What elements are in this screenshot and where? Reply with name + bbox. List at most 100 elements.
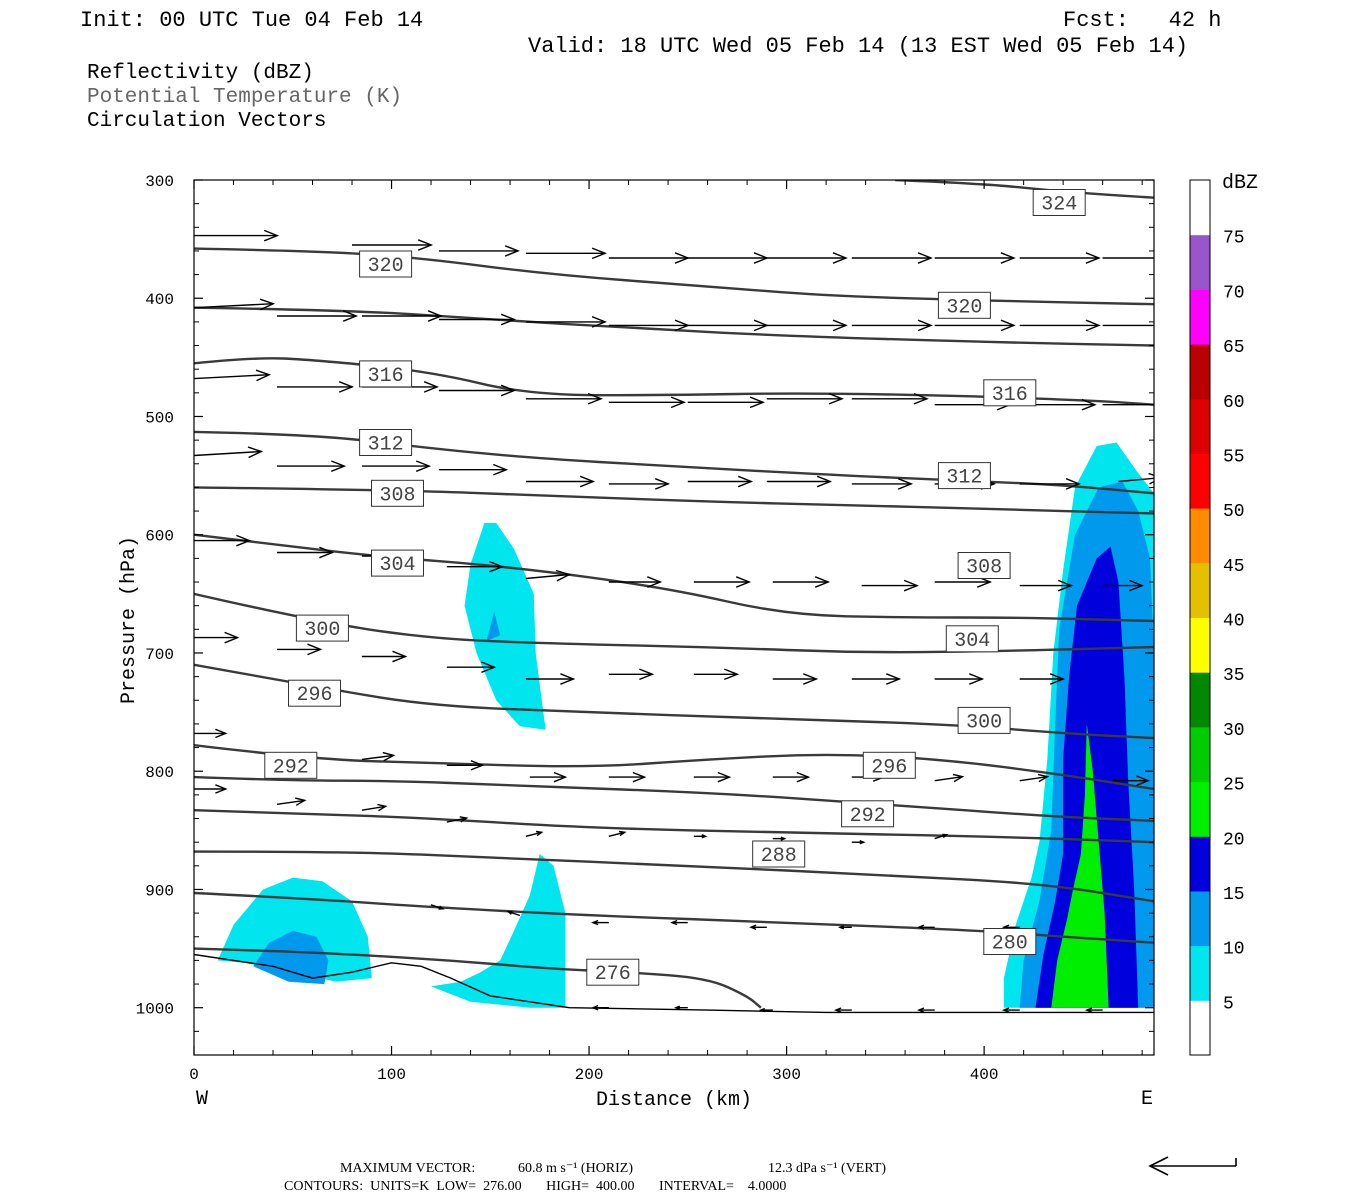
circulation-vector [361, 310, 443, 322]
colorbar-tick-label: 30 [1223, 721, 1245, 741]
colorbar-bin [1190, 344, 1210, 400]
circulation-vector [194, 298, 276, 311]
circulation-vector [837, 925, 852, 930]
colorbar: 5 10 15 20 25 30 35 40 45 50 55 60 65 70 75 [1189, 179, 1245, 1056]
circulation-vectors [194, 229, 1154, 1013]
y-axis-title: Pressure (hPa) [118, 536, 141, 704]
x-tick-label: 400 [970, 1066, 999, 1084]
forecast-hour: Fcst: 42 h [1063, 8, 1221, 33]
circulation-vector [361, 751, 396, 762]
terrain-line [194, 953, 1154, 1014]
circulation-vector [934, 833, 949, 840]
colorbar-tick-label: 40 [1223, 612, 1245, 632]
colorbar-bin [1190, 453, 1210, 509]
contour-label-text: 280 [992, 933, 1028, 956]
colorbar-bin [1190, 945, 1210, 1001]
circulation-vector [446, 760, 485, 771]
x-axis-title: Distance (km) [596, 1089, 752, 1112]
circulation-vector [438, 384, 517, 397]
contour-label: 292 [841, 800, 895, 828]
contour-label-text: 308 [966, 557, 1002, 580]
circulation-vector [438, 313, 517, 326]
contour-label: 280 [983, 928, 1037, 956]
circulation-vector [591, 919, 609, 926]
colorbar-tick-label: 75 [1223, 229, 1245, 249]
reflectivity-region-0 [217, 877, 372, 982]
circulation-vector [608, 252, 690, 264]
contour-label-text: 296 [871, 756, 907, 779]
contour-label-text: 320 [946, 296, 982, 319]
circulation-vector [917, 924, 935, 931]
colorbar-bin [1190, 234, 1210, 290]
theta-contour-276 [194, 947, 762, 1009]
reflectivity-region-4 [486, 611, 501, 642]
circulation-vector [934, 773, 965, 783]
circulation-vector [673, 1005, 688, 1010]
circulation-vector [1102, 404, 1154, 406]
circulation-vector [1019, 579, 1074, 592]
circulation-vector [277, 460, 347, 472]
contour-label-text: 312 [368, 434, 404, 457]
max-vector-vert: 12.3 dPa s⁻¹ (VERT) [768, 1161, 886, 1176]
colorbar-bin [1190, 781, 1210, 837]
circulation-vector [934, 252, 1016, 264]
circulation-vector [194, 784, 228, 794]
circulation-vector [766, 252, 848, 264]
x-axis-west-label: W [196, 1088, 208, 1111]
theta-contour-324 [194, 306, 1154, 347]
field-reflectivity: Reflectivity (dBZ) [87, 62, 314, 85]
contour-label-text: 300 [304, 619, 340, 642]
contour-label: 276 [586, 958, 640, 986]
colorbar-bin [1190, 508, 1210, 564]
circulation-vector [772, 576, 831, 588]
y-tick-label: 900 [145, 882, 174, 900]
contour-label: 308 [371, 479, 424, 507]
contour-label-text: 316 [368, 365, 404, 388]
contour-label-text: 312 [946, 467, 982, 490]
colorbar-bin [1190, 562, 1210, 618]
terrain-layer [194, 953, 1154, 1014]
contour-label: 324 [1032, 189, 1086, 217]
circulation-vector [1102, 579, 1145, 592]
colorbar-tick-label: 60 [1223, 393, 1245, 413]
colorbar-bin [1190, 180, 1210, 236]
theta-contours [194, 180, 1154, 1009]
circulation-vector [851, 392, 929, 405]
field-circulation-vectors: Circulation Vectors [87, 110, 326, 133]
circulation-vector [766, 475, 833, 488]
axes: 0 100 200 300 400 300 400 500 600 700 800 900 1000 [136, 173, 1154, 1084]
contour-label-text: 304 [954, 630, 990, 653]
contour-label: 296 [288, 679, 341, 707]
circulation-vector [693, 668, 740, 681]
circulation-vector [670, 919, 688, 926]
contour-label-text: 296 [296, 684, 332, 707]
circulation-vector [1112, 775, 1151, 786]
circulation-vector [525, 247, 607, 260]
circulation-vector [687, 252, 769, 264]
circulation-vector [1102, 257, 1154, 259]
colorbar-tick-label: 55 [1223, 447, 1245, 467]
contour-label: 308 [957, 552, 1011, 580]
circulation-vector [525, 569, 572, 582]
contour-labels: 324 320 320 316 316 312 312 308 308 304 304 300 300 2… [264, 189, 1086, 986]
colorbar-tick-label: 70 [1223, 283, 1245, 303]
circulation-vector [608, 771, 647, 783]
theta-contour-284 [194, 850, 1154, 903]
colorbar-tick-label: 20 [1223, 830, 1245, 850]
circulation-vector [772, 836, 787, 841]
y-tick-label: 600 [145, 528, 174, 546]
circulation-vector [430, 904, 445, 910]
circulation-vector [525, 316, 607, 328]
theta-contour-292 [194, 775, 1154, 823]
circulation-vector [591, 1004, 609, 1011]
circulation-vector [361, 803, 388, 812]
circulation-vector [608, 576, 663, 588]
reflectivity-region-1 [253, 930, 329, 985]
x-tick-label: 100 [377, 1066, 406, 1084]
field-potential-temperature: Potential Temperature (K) [87, 86, 402, 109]
circulation-vector [525, 475, 596, 488]
theta-contour-316 [194, 430, 1154, 495]
contour-label-text: 292 [273, 756, 309, 779]
contour-label: 312 [359, 429, 413, 457]
